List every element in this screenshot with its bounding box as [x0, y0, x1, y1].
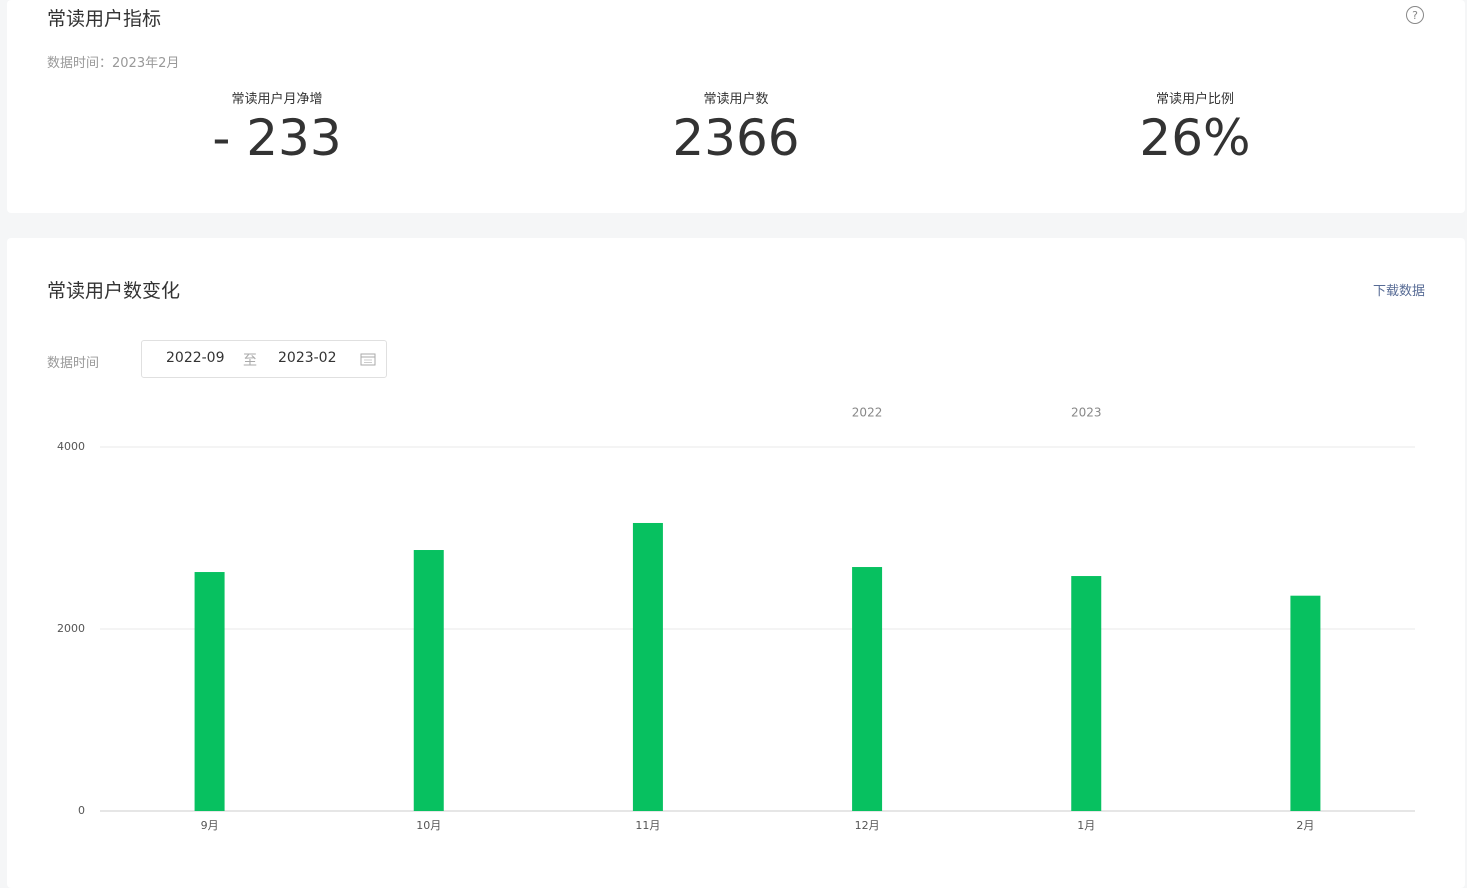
- y-tick-label: 4000: [57, 440, 85, 453]
- year-label: 2023: [1071, 406, 1102, 420]
- x-tick-label: 1月: [1077, 819, 1095, 832]
- metric-label: 常读用户月净增: [231, 92, 323, 107]
- trend-card: 常读用户数变化 下载数据 数据时间 2022-09 至 2023-02: [7, 238, 1465, 888]
- bar: [1071, 576, 1102, 811]
- x-tick-label: 10月: [416, 819, 441, 832]
- x-tick-label: 9月: [201, 819, 219, 832]
- separator: 至: [243, 353, 257, 369]
- end-date[interactable]: 2023-02: [278, 350, 337, 366]
- card-title: 常读用户指标: [47, 8, 162, 30]
- metric-label: 常读用户比例: [1155, 92, 1234, 107]
- metric: 常读用户比例 26%: [1045, 88, 1345, 167]
- x-tick-label: 11月: [635, 819, 660, 832]
- svg-text:?: ?: [1412, 9, 1418, 22]
- metric-value: - 233: [212, 109, 342, 167]
- bar: [413, 550, 444, 811]
- metric-label: 常读用户数: [703, 92, 769, 107]
- x-tick-label: 12月: [855, 819, 880, 832]
- metric: 常读用户数 2366: [586, 88, 886, 167]
- date-range-picker[interactable]: 2022-09 至 2023-02: [141, 340, 387, 378]
- bar: [1290, 595, 1321, 811]
- date-label: 数据时间: [47, 356, 100, 371]
- download-link[interactable]: 下载数据: [1372, 284, 1425, 299]
- y-tick-label: 0: [78, 804, 85, 817]
- metric-value: 2366: [672, 109, 800, 167]
- year-label: 2022: [852, 406, 883, 420]
- bar: [632, 522, 663, 811]
- help-icon[interactable]: ?: [1405, 5, 1425, 25]
- y-tick-label: 2000: [57, 622, 85, 635]
- metric: 常读用户月净增 - 233: [127, 88, 427, 167]
- metric-value: 26%: [1139, 109, 1251, 167]
- start-date[interactable]: 2022-09: [166, 350, 225, 366]
- data-time: 数据时间：2023年2月: [47, 56, 180, 71]
- bar: [194, 572, 225, 811]
- x-tick-label: 2月: [1296, 819, 1314, 832]
- card-title: 常读用户数变化: [47, 280, 181, 302]
- calendar-icon[interactable]: [360, 352, 376, 366]
- bar: [852, 567, 883, 811]
- metrics-card: 常读用户指标 ? 数据时间：2023年2月 常读用户月净增 - 233 常读用户数…: [7, 0, 1465, 213]
